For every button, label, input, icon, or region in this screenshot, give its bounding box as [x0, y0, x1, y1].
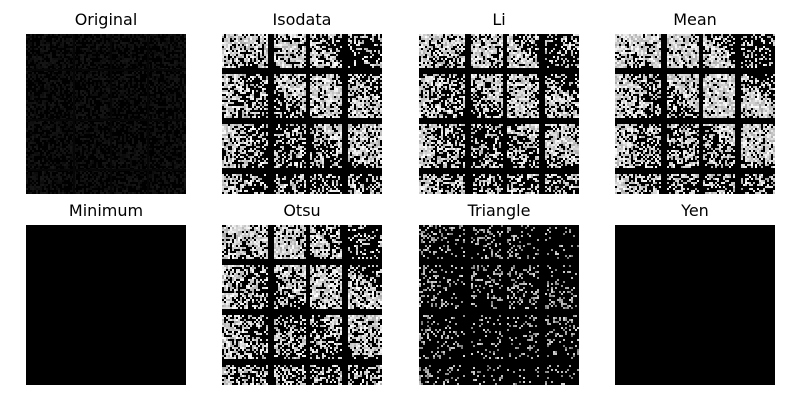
- panel-title: Li: [492, 10, 506, 29]
- panel-title: Triangle: [467, 201, 531, 220]
- li-image: [419, 34, 579, 194]
- panel-title: Original: [74, 10, 138, 29]
- isodata-image: [222, 34, 382, 194]
- panel-title: Mean: [673, 10, 717, 29]
- panel-title: Isodata: [272, 10, 332, 29]
- mean-image: [615, 34, 775, 194]
- yen-image: [615, 225, 775, 385]
- panel-title: Minimum: [68, 201, 144, 220]
- minimum-image: [26, 225, 186, 385]
- original-image: [26, 34, 186, 194]
- triangle-image: [419, 225, 579, 385]
- panel-title: Otsu: [283, 201, 321, 220]
- panel-title: Yen: [681, 201, 709, 220]
- otsu-image: [222, 225, 382, 385]
